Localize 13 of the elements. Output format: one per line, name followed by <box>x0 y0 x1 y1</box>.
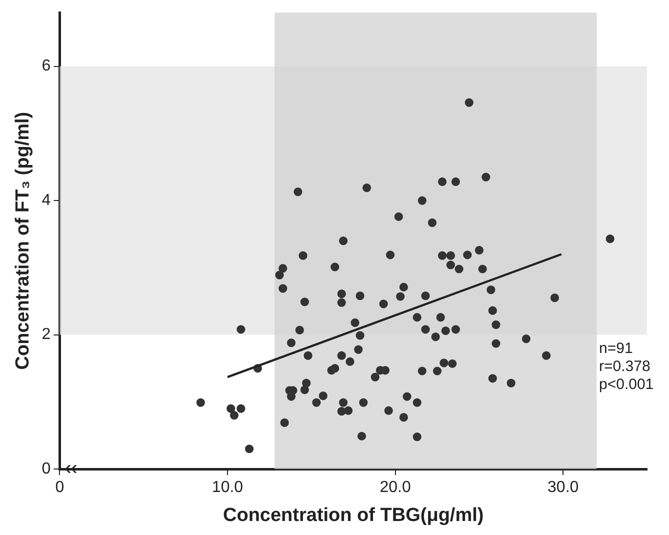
x-axis-title: Concentration of TBG(μg/ml) <box>222 504 484 526</box>
y-tick-label: 6 <box>42 58 51 75</box>
annotation: r=0.378 <box>599 358 650 375</box>
x-tick-label: 20.0 <box>380 479 411 496</box>
y-tick-label: 0 <box>42 460 51 478</box>
y-tick-label: 2 <box>42 326 51 344</box>
x-tick-label: 10.0 <box>212 479 244 496</box>
annotation: n=91 <box>599 340 633 357</box>
y-tick-label: 4 <box>42 192 51 209</box>
annotation: p<0.001 <box>599 376 654 393</box>
x-tick-label: 0 <box>55 479 64 496</box>
y-axis-title: Concentration of FT₃ (pg/ml) <box>12 112 34 370</box>
x-tick-label: 30.0 <box>548 479 579 496</box>
